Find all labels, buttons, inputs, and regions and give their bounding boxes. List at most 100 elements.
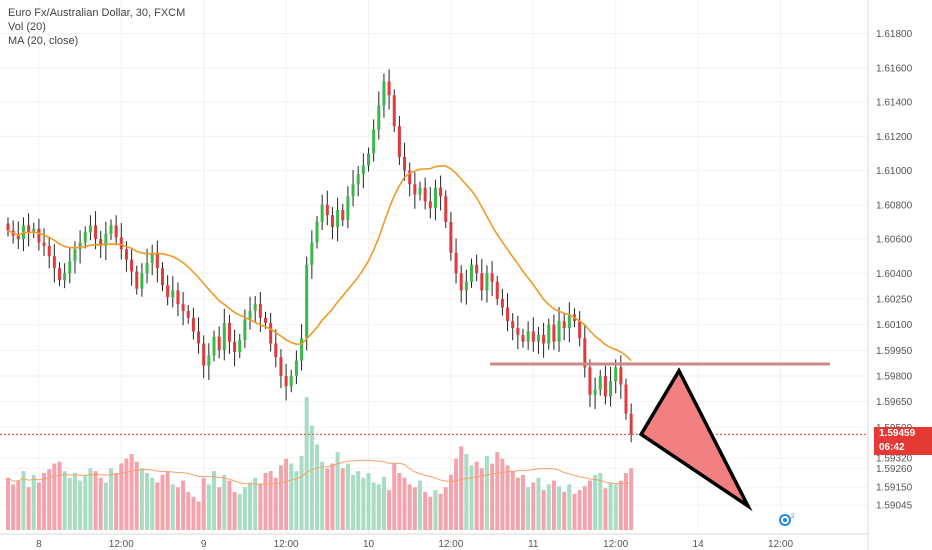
volume-bar <box>253 477 258 530</box>
time-tick-label: 12:00 <box>438 539 463 550</box>
candle-body <box>253 304 257 311</box>
volume-bar <box>72 473 77 530</box>
time-tick-label: 9 <box>201 539 207 550</box>
candle-body <box>624 384 628 414</box>
candle-body <box>315 221 319 243</box>
candles <box>6 69 633 443</box>
price-tick-label: 1.61800 <box>876 29 913 40</box>
candle-body <box>42 242 46 246</box>
volume-bar <box>469 465 474 530</box>
candle-body <box>526 331 530 342</box>
volume-bar <box>536 477 541 530</box>
candle-body <box>464 281 468 291</box>
candle-body <box>598 375 602 390</box>
volume-bar <box>88 468 93 530</box>
volume-bar <box>521 474 525 530</box>
volume-bar <box>227 480 232 530</box>
volume-indicator-label: Vol (20) <box>8 21 46 33</box>
candle-body <box>130 259 134 272</box>
volume-bar <box>57 461 62 530</box>
candle-body <box>629 413 633 435</box>
candle-body <box>531 331 535 342</box>
candle-body <box>88 225 92 233</box>
countdown-tag: 06:42 <box>874 441 932 456</box>
volume-bar <box>587 480 592 530</box>
candle-body <box>356 174 360 185</box>
volume-bar <box>613 484 618 530</box>
candle-body <box>454 252 458 274</box>
volume-bar <box>26 487 31 530</box>
price-tick-label: 1.59320 <box>876 454 913 465</box>
candle-body <box>423 187 427 202</box>
volume-bar <box>109 468 113 530</box>
volume-bar <box>366 473 371 530</box>
candle-body <box>325 204 329 216</box>
candle-body <box>397 126 401 157</box>
candle-body <box>361 165 365 175</box>
projection-triangle[interactable] <box>638 367 753 512</box>
candle-body <box>140 273 144 289</box>
candle-body <box>593 389 597 395</box>
candle-body <box>475 264 479 274</box>
candle-body <box>305 264 309 339</box>
svg-text:2: 2 <box>791 514 795 520</box>
candle-body <box>495 281 499 299</box>
price-tick-label: 1.59045 <box>876 501 913 512</box>
volume-bar <box>284 458 289 530</box>
candle-body <box>52 256 56 269</box>
candle-body <box>83 232 87 243</box>
candle-body <box>279 357 283 376</box>
volume-bar <box>624 473 628 530</box>
candle-body <box>521 334 525 342</box>
candle-body <box>294 360 298 376</box>
candle-body <box>387 81 391 96</box>
candle-body <box>542 334 546 344</box>
candle-body <box>300 338 304 361</box>
candle-body <box>27 225 31 233</box>
volume-bar <box>603 488 608 530</box>
volume-bar <box>212 471 216 530</box>
volume-bar <box>160 474 165 530</box>
candle-body <box>73 249 77 262</box>
price-tick-label: 1.60100 <box>876 320 913 331</box>
volume-bar <box>320 461 325 530</box>
volume-bar <box>598 473 603 530</box>
candle-body <box>403 156 407 171</box>
candle-body <box>547 324 551 344</box>
volume-bar <box>474 461 479 530</box>
candle-body <box>320 204 324 222</box>
volume-bar <box>562 492 567 530</box>
candle-body <box>47 245 51 257</box>
volume-bar <box>83 474 88 530</box>
candle-body <box>258 304 262 318</box>
volume-bar <box>52 463 57 530</box>
price-tick-label: 1.59650 <box>876 397 913 408</box>
volume-bar <box>304 397 309 530</box>
volume-bar <box>145 473 150 530</box>
candle-body <box>506 307 510 322</box>
volume-bar <box>541 490 546 530</box>
candle-body <box>500 298 504 308</box>
candle-body <box>166 285 170 298</box>
time-axis[interactable]: 8 12:00 9 12:00 10 12:00 11 12:00 14 12:00 <box>36 539 793 550</box>
volume-bar <box>237 493 242 530</box>
candle-body <box>341 209 345 221</box>
price-axis[interactable]: 1.61800 1.61600 1.61400 1.61200 1.61000 1.608… <box>876 29 913 512</box>
candle-body <box>243 319 247 341</box>
price-tick-label: 1.60800 <box>876 200 913 211</box>
candle-body <box>68 261 72 274</box>
candle-body <box>227 322 231 342</box>
candle-body <box>264 317 267 323</box>
price-tick-label: 1.61000 <box>876 166 913 177</box>
volume-bar <box>263 473 268 530</box>
volume-bar <box>278 465 283 530</box>
candle-body <box>603 375 607 397</box>
volume-bar <box>268 471 273 530</box>
volume-bar <box>371 482 376 530</box>
candle-body <box>197 331 201 344</box>
volume-bar <box>418 480 422 530</box>
volume-bar <box>175 487 180 530</box>
volume-bar <box>526 487 531 530</box>
candle-body <box>119 237 123 250</box>
